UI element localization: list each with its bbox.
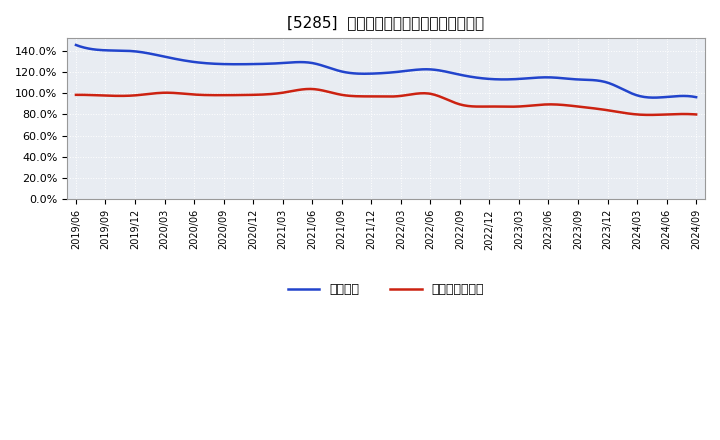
固定長期適合率 bbox=[443, 97, 451, 102]
Line: 固定長期適合率: 固定長期適合率 bbox=[76, 89, 696, 115]
固定比率 bbox=[594, 78, 603, 83]
Line: 固定比率: 固定比率 bbox=[76, 45, 696, 98]
固定比率 bbox=[438, 69, 447, 74]
固定長期適合率 bbox=[636, 112, 644, 117]
固定比率 bbox=[71, 42, 80, 48]
固定長期適合率 bbox=[454, 101, 462, 106]
固定長期適合率 bbox=[596, 106, 605, 112]
固定比率 bbox=[650, 95, 659, 100]
Legend: 固定比率, 固定長期適合率: 固定比率, 固定長期適合率 bbox=[283, 278, 489, 301]
固定比率 bbox=[634, 93, 642, 98]
固定比率 bbox=[692, 95, 701, 100]
固定比率 bbox=[451, 71, 460, 77]
固定長期適合率 bbox=[646, 112, 654, 117]
固定長期適合率 bbox=[692, 112, 701, 117]
固定長期適合率 bbox=[441, 96, 449, 101]
固定長期適合率 bbox=[71, 92, 80, 98]
Title: [5285]  固定比率、固定長期適合率の推移: [5285] 固定比率、固定長期適合率の推移 bbox=[287, 15, 485, 30]
固定比率 bbox=[441, 69, 449, 74]
固定長期適合率 bbox=[73, 92, 82, 98]
固定比率 bbox=[73, 43, 82, 48]
固定長期適合率 bbox=[306, 86, 315, 92]
